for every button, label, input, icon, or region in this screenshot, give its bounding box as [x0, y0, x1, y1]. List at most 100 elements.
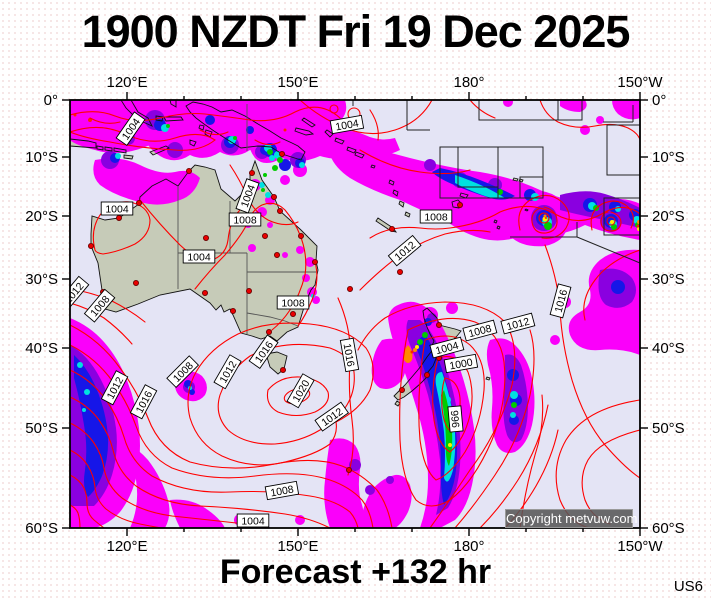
isobar-label-box: [236, 513, 270, 528]
lat-label-right: 40°S: [652, 340, 685, 357]
city-dot: [248, 169, 255, 176]
region-box: [557, 100, 583, 121]
isobar-label-box: [276, 295, 310, 310]
isobar-label-value: 1004: [105, 204, 129, 216]
axis-labels: 120°E120°E150°E150°E180°180°150°W150°W0°…: [25, 74, 684, 555]
isobar-label-value: 1004: [241, 516, 265, 528]
isobar-label: 1008: [462, 319, 498, 342]
isobar-label-box: [429, 336, 465, 359]
isobar-label-box: [166, 355, 200, 389]
city-dot: [132, 279, 139, 286]
city-dot: [261, 232, 268, 239]
lat-label-left: 40°S: [25, 340, 58, 357]
city-dot: [265, 328, 272, 335]
isobar-label-box: [129, 384, 158, 420]
isobar-label: 1004: [329, 114, 365, 135]
isobar-label-box: [329, 114, 365, 135]
isobar-label-value: 1008: [233, 215, 257, 227]
city-dot: [345, 466, 352, 473]
city-dot: [202, 234, 209, 241]
isobar-label-box: [115, 111, 146, 147]
isobar-label: 1008: [228, 212, 262, 227]
city-dot: [278, 150, 285, 157]
lat-label-left: 10°S: [25, 149, 58, 166]
city-dot: [88, 242, 95, 249]
isobar-label-value: 1008: [467, 323, 493, 341]
isobar-label-box: [314, 401, 350, 432]
city-dot: [346, 285, 353, 292]
lon-label-top: 120°E: [106, 74, 147, 91]
isobar-label-value: 1008: [270, 484, 295, 500]
isobar-label: 1016: [549, 283, 572, 319]
isobar-label: 1016: [339, 337, 360, 373]
lat-label-right: 30°S: [652, 271, 685, 288]
lat-label-right: 20°S: [652, 208, 685, 225]
isobar-label-box: [286, 373, 315, 409]
isobar-label-value: 1004: [187, 252, 211, 264]
isobar-label-box: [462, 319, 498, 342]
isobar-label-box: [339, 337, 360, 373]
isobar-label-box: [100, 201, 134, 216]
city-dot: [435, 321, 442, 328]
city-dot: [185, 167, 192, 174]
isobar-label-value: 1000: [449, 357, 474, 373]
lon-label-top: 150°W: [617, 74, 663, 91]
isobar-label-value: 996: [448, 410, 461, 429]
city-dot: [245, 287, 252, 294]
isobar-label-value: 1008: [281, 298, 305, 310]
lat-label-left: 20°S: [25, 208, 58, 225]
lon-label-top: 150°E: [277, 74, 318, 91]
lat-label-left: 0°: [44, 92, 58, 109]
isobar-label: 1004: [100, 201, 134, 216]
lat-label-left: 30°S: [25, 271, 58, 288]
lat-label-right: 60°S: [652, 520, 685, 537]
isobar-label: 996: [447, 405, 464, 433]
city-dot: [398, 386, 405, 393]
city-dot: [289, 310, 296, 317]
isobar-label-box: [100, 370, 129, 406]
lon-label-bottom: 120°E: [106, 538, 147, 555]
isobar-label-box: [83, 288, 116, 323]
city-dot: [388, 225, 395, 232]
isobar-label-box: [447, 405, 464, 433]
isobar-label-box: [235, 178, 260, 214]
model-code-label: US6: [673, 578, 703, 595]
region-box: [606, 124, 640, 176]
city-dot: [201, 289, 208, 296]
city-dot: [270, 193, 277, 200]
isobar-label-box: [248, 334, 279, 370]
isobar-label-box: [228, 212, 262, 227]
copyright-watermark: Copyright metvuw.com: [505, 509, 638, 528]
forecast-hour-label: Forecast +132 hr: [219, 553, 492, 591]
isobar-label-box: [500, 312, 536, 335]
city-dot: [297, 232, 304, 239]
isobar-label: 1000: [443, 353, 479, 374]
isobar-label: 1008: [276, 295, 310, 310]
lat-label-right: 50°S: [652, 420, 685, 437]
lon-label-bottom: 150°W: [617, 538, 663, 555]
isobar-label-box: [182, 249, 216, 264]
isobar-label: 1004: [182, 249, 216, 264]
region-box: [439, 146, 499, 199]
region-box: [603, 197, 640, 236]
lat-label-right: 0°: [652, 92, 666, 109]
isobar-label-value: 1012: [505, 316, 531, 334]
isobar-label-box: [70, 275, 90, 310]
axis-ticks: [62, 92, 648, 536]
isobar-label-box: [387, 234, 422, 267]
city-markers: [88, 150, 463, 473]
region-line: [576, 236, 640, 264]
lat-label-left: 60°S: [25, 520, 58, 537]
city-dot: [396, 268, 403, 275]
city-dot: [276, 207, 283, 214]
city-dot: [279, 366, 286, 373]
isobar-label-box: [443, 353, 479, 374]
lon-label-bottom: 150°E: [277, 538, 318, 555]
isobar-label: 1008: [419, 209, 453, 224]
city-dot: [229, 307, 236, 314]
isobar-label-value: 1016: [341, 343, 357, 368]
isobar-label-value: 1008: [424, 212, 448, 224]
